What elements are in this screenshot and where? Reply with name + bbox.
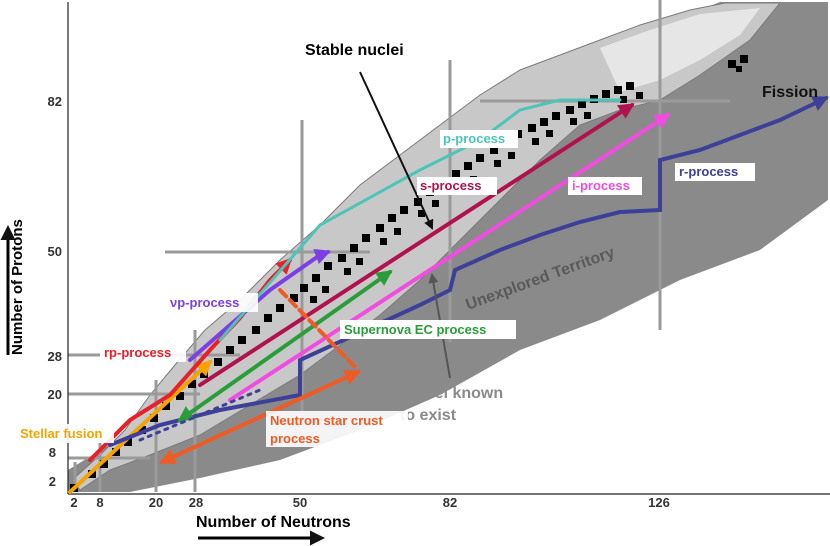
label-s: s-process xyxy=(420,178,481,193)
stable-nuclei-title: Stable nuclei xyxy=(305,42,404,59)
label-sn: Supernova EC process xyxy=(344,322,486,337)
label-ns-line1: Neutron star crust xyxy=(270,413,383,428)
x-tick: 28 xyxy=(189,495,203,510)
x-tick: 126 xyxy=(648,495,670,510)
y-tick: 82 xyxy=(48,94,62,109)
y-tick: 2 xyxy=(49,474,56,489)
ns-arrow xyxy=(159,370,361,464)
y-tick: 50 xyxy=(48,244,62,259)
label-r: r-process xyxy=(679,164,738,179)
label-i: i-process xyxy=(572,178,630,193)
known-title-line1: Nuclei known xyxy=(400,385,503,402)
ns-arrow-diag xyxy=(278,288,360,372)
label-stellar: Stellar fusion xyxy=(20,426,102,441)
x-tick: 2 xyxy=(70,495,77,510)
label-ns-line2: process xyxy=(270,431,320,446)
stable-pointer xyxy=(359,71,434,230)
label-fission: Fission xyxy=(762,84,818,101)
x-tick: 50 xyxy=(293,495,307,510)
label-rp: rp-process xyxy=(104,345,171,360)
y-tick: 8 xyxy=(49,445,56,460)
y-ticks: 2 8 20 28 50 82 xyxy=(48,94,62,489)
x-tick: 82 xyxy=(443,495,457,510)
x-ticks: 2 8 20 28 50 82 126 xyxy=(70,495,669,510)
y-tick: 20 xyxy=(48,387,62,402)
process-arrows xyxy=(68,96,829,494)
x-tick: 20 xyxy=(149,495,163,510)
y-axis-title: Number of Protons xyxy=(9,219,26,355)
r-dotted-arrow xyxy=(138,388,262,442)
known-title-line2: to exist xyxy=(400,407,457,424)
x-axis-title: Number of Neutrons xyxy=(196,514,351,531)
x-tick: 8 xyxy=(96,495,103,510)
y-tick: 28 xyxy=(48,349,62,364)
label-p: p-process xyxy=(443,131,505,146)
label-vp: νp-process xyxy=(170,295,239,310)
inner-band xyxy=(600,8,760,92)
